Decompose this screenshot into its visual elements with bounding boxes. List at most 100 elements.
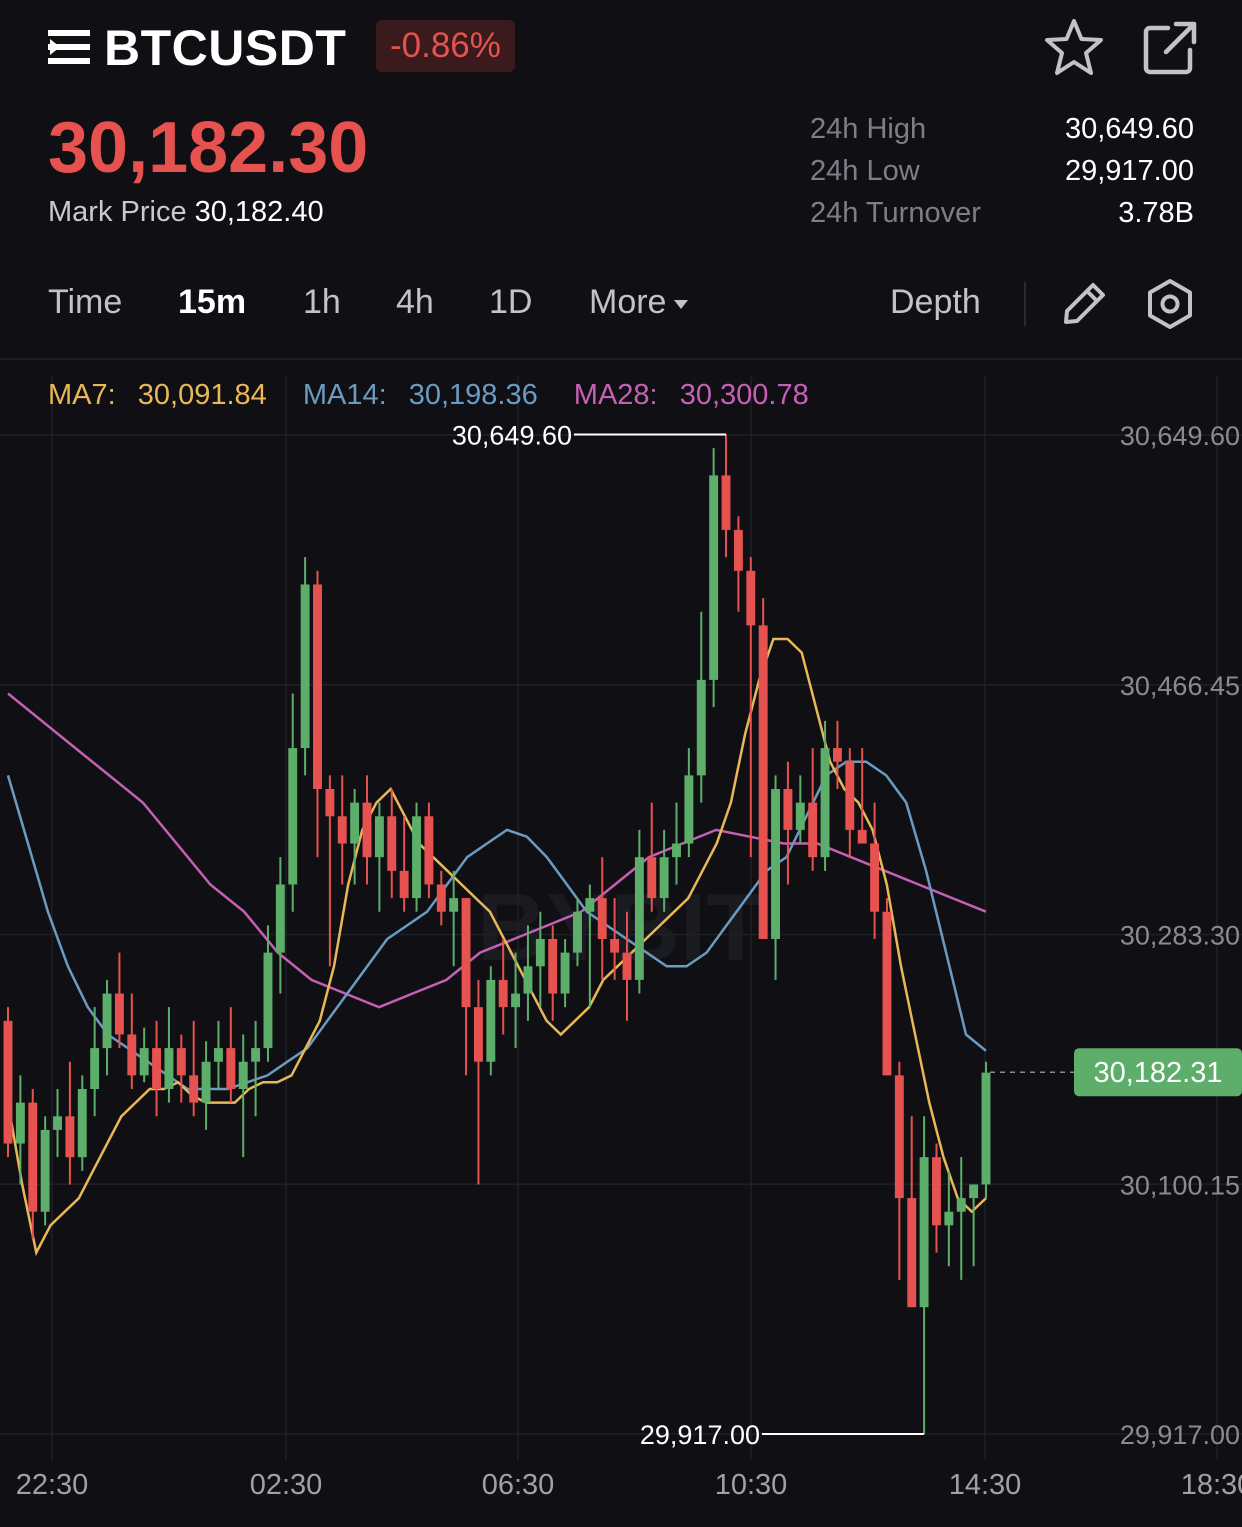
candle — [795, 775, 805, 844]
tab-1h[interactable]: 1h — [303, 283, 341, 321]
candle — [919, 1116, 929, 1434]
candle-body — [213, 1048, 223, 1062]
candle — [152, 1020, 162, 1117]
tab-15m[interactable]: 15m — [178, 283, 247, 321]
candle — [783, 761, 793, 885]
candle-body — [746, 570, 756, 626]
candle-body — [3, 1020, 13, 1144]
x-tick-label: 14:30 — [949, 1469, 1022, 1501]
candle — [535, 911, 545, 1008]
candle — [3, 1007, 13, 1158]
candle — [473, 979, 483, 1185]
ticker-header: BTCUSDT -0.86% 30,182.30 Mark Price 30,18… — [0, 0, 1242, 250]
stat-value: 29,917.00 — [1064, 155, 1194, 187]
candle-body — [164, 1048, 174, 1089]
stat-label: 24h High — [810, 113, 927, 145]
candle — [981, 1061, 991, 1199]
candle-body — [820, 748, 830, 858]
tab-1d[interactable]: 1D — [489, 283, 533, 321]
candle — [597, 857, 607, 980]
external-link-icon[interactable] — [1142, 20, 1198, 76]
candle-body — [981, 1072, 991, 1185]
candle — [832, 720, 842, 789]
candle-body — [90, 1048, 100, 1089]
watermark-logo: BYBIT — [477, 874, 765, 981]
candlestick-chart[interactable]: BYBIT 30,649.60 29,917.00 30,182.31 30,649… — [0, 360, 1242, 1527]
candle-body — [560, 952, 570, 994]
candle — [771, 775, 781, 980]
ma7-value: 30,091.84 — [137, 379, 267, 411]
candle-body — [932, 1157, 941, 1226]
tab-depth[interactable]: Depth — [890, 283, 981, 321]
candle-body — [832, 748, 842, 762]
candle-body — [721, 475, 731, 530]
candle-body — [771, 789, 781, 939]
tab-time[interactable]: Time — [48, 283, 123, 321]
candle-body — [40, 1129, 50, 1212]
candle-body — [374, 816, 384, 858]
candle — [733, 516, 743, 612]
candle-body — [449, 898, 459, 912]
moving-average-lines — [6, 637, 987, 1257]
star-icon[interactable] — [1044, 18, 1104, 76]
high-annotation: 30,649.60 — [452, 420, 572, 450]
candle-body — [189, 1075, 199, 1103]
x-tick-label: 02:30 — [250, 1469, 323, 1501]
ma14-legend: MA14: 30,198.36 — [303, 379, 552, 411]
candle-body — [535, 939, 545, 967]
tab-more[interactable]: More — [589, 280, 689, 324]
candle-body — [808, 802, 818, 858]
candle-body — [597, 898, 607, 939]
tab-4h[interactable]: 4h — [396, 283, 434, 321]
candle-body — [684, 775, 694, 844]
candle-body — [28, 1102, 38, 1212]
hexagon-gear-icon[interactable] — [1144, 278, 1196, 330]
candle-body — [944, 1211, 954, 1226]
candle-body — [65, 1116, 75, 1158]
candle-body — [337, 816, 347, 844]
candle — [498, 939, 508, 1035]
candle — [932, 1143, 941, 1253]
candle-body — [399, 870, 409, 899]
stat-row-low: 24h Low 29,917.00 — [810, 152, 1194, 194]
y-tick-label: 30,100.15 — [1120, 1170, 1240, 1200]
candle-body — [498, 979, 508, 1008]
candle — [523, 925, 533, 1021]
candle-body — [573, 911, 582, 953]
menu-lines-icon[interactable] — [48, 30, 90, 64]
stat-label: 24h Low — [810, 155, 920, 187]
candle — [461, 898, 471, 1076]
candle — [275, 857, 285, 994]
candle-body — [857, 829, 867, 844]
candle — [114, 952, 124, 1049]
stat-row-turnover: 24h Turnover 3.78B — [810, 194, 1194, 236]
symbol-title[interactable]: BTCUSDT — [104, 20, 347, 76]
pencil-icon[interactable] — [1062, 280, 1108, 326]
candle — [436, 870, 446, 926]
candle — [90, 1007, 100, 1117]
ma14-label: MA14: — [302, 379, 387, 411]
candle — [907, 1116, 917, 1308]
candle — [362, 775, 372, 885]
candle-body — [894, 1075, 904, 1199]
chart-toolbar: Time 15m 1h 4h 1D More Depth — [0, 270, 1242, 334]
candle — [164, 1007, 174, 1103]
candle — [251, 1020, 261, 1117]
candle-body — [313, 584, 322, 789]
stat-row-high: 24h High 30,649.60 — [810, 110, 1194, 152]
low-annotation: 29,917.00 — [640, 1420, 760, 1450]
candle-body — [610, 939, 620, 953]
chart-annotations: 30,649.60 29,917.00 30,182.31 — [452, 420, 1242, 1450]
stat-value: 30,649.60 — [1064, 113, 1194, 145]
candle — [560, 939, 570, 1008]
candle-body — [511, 993, 521, 1008]
candle-body — [672, 843, 681, 858]
change-badge: -0.86% — [376, 20, 515, 72]
candle — [647, 802, 657, 912]
candle — [213, 1020, 223, 1089]
candle-body — [634, 857, 644, 980]
candle-body — [127, 1034, 137, 1076]
candle — [288, 693, 298, 912]
candle — [894, 1061, 904, 1280]
candle-body — [114, 993, 124, 1035]
